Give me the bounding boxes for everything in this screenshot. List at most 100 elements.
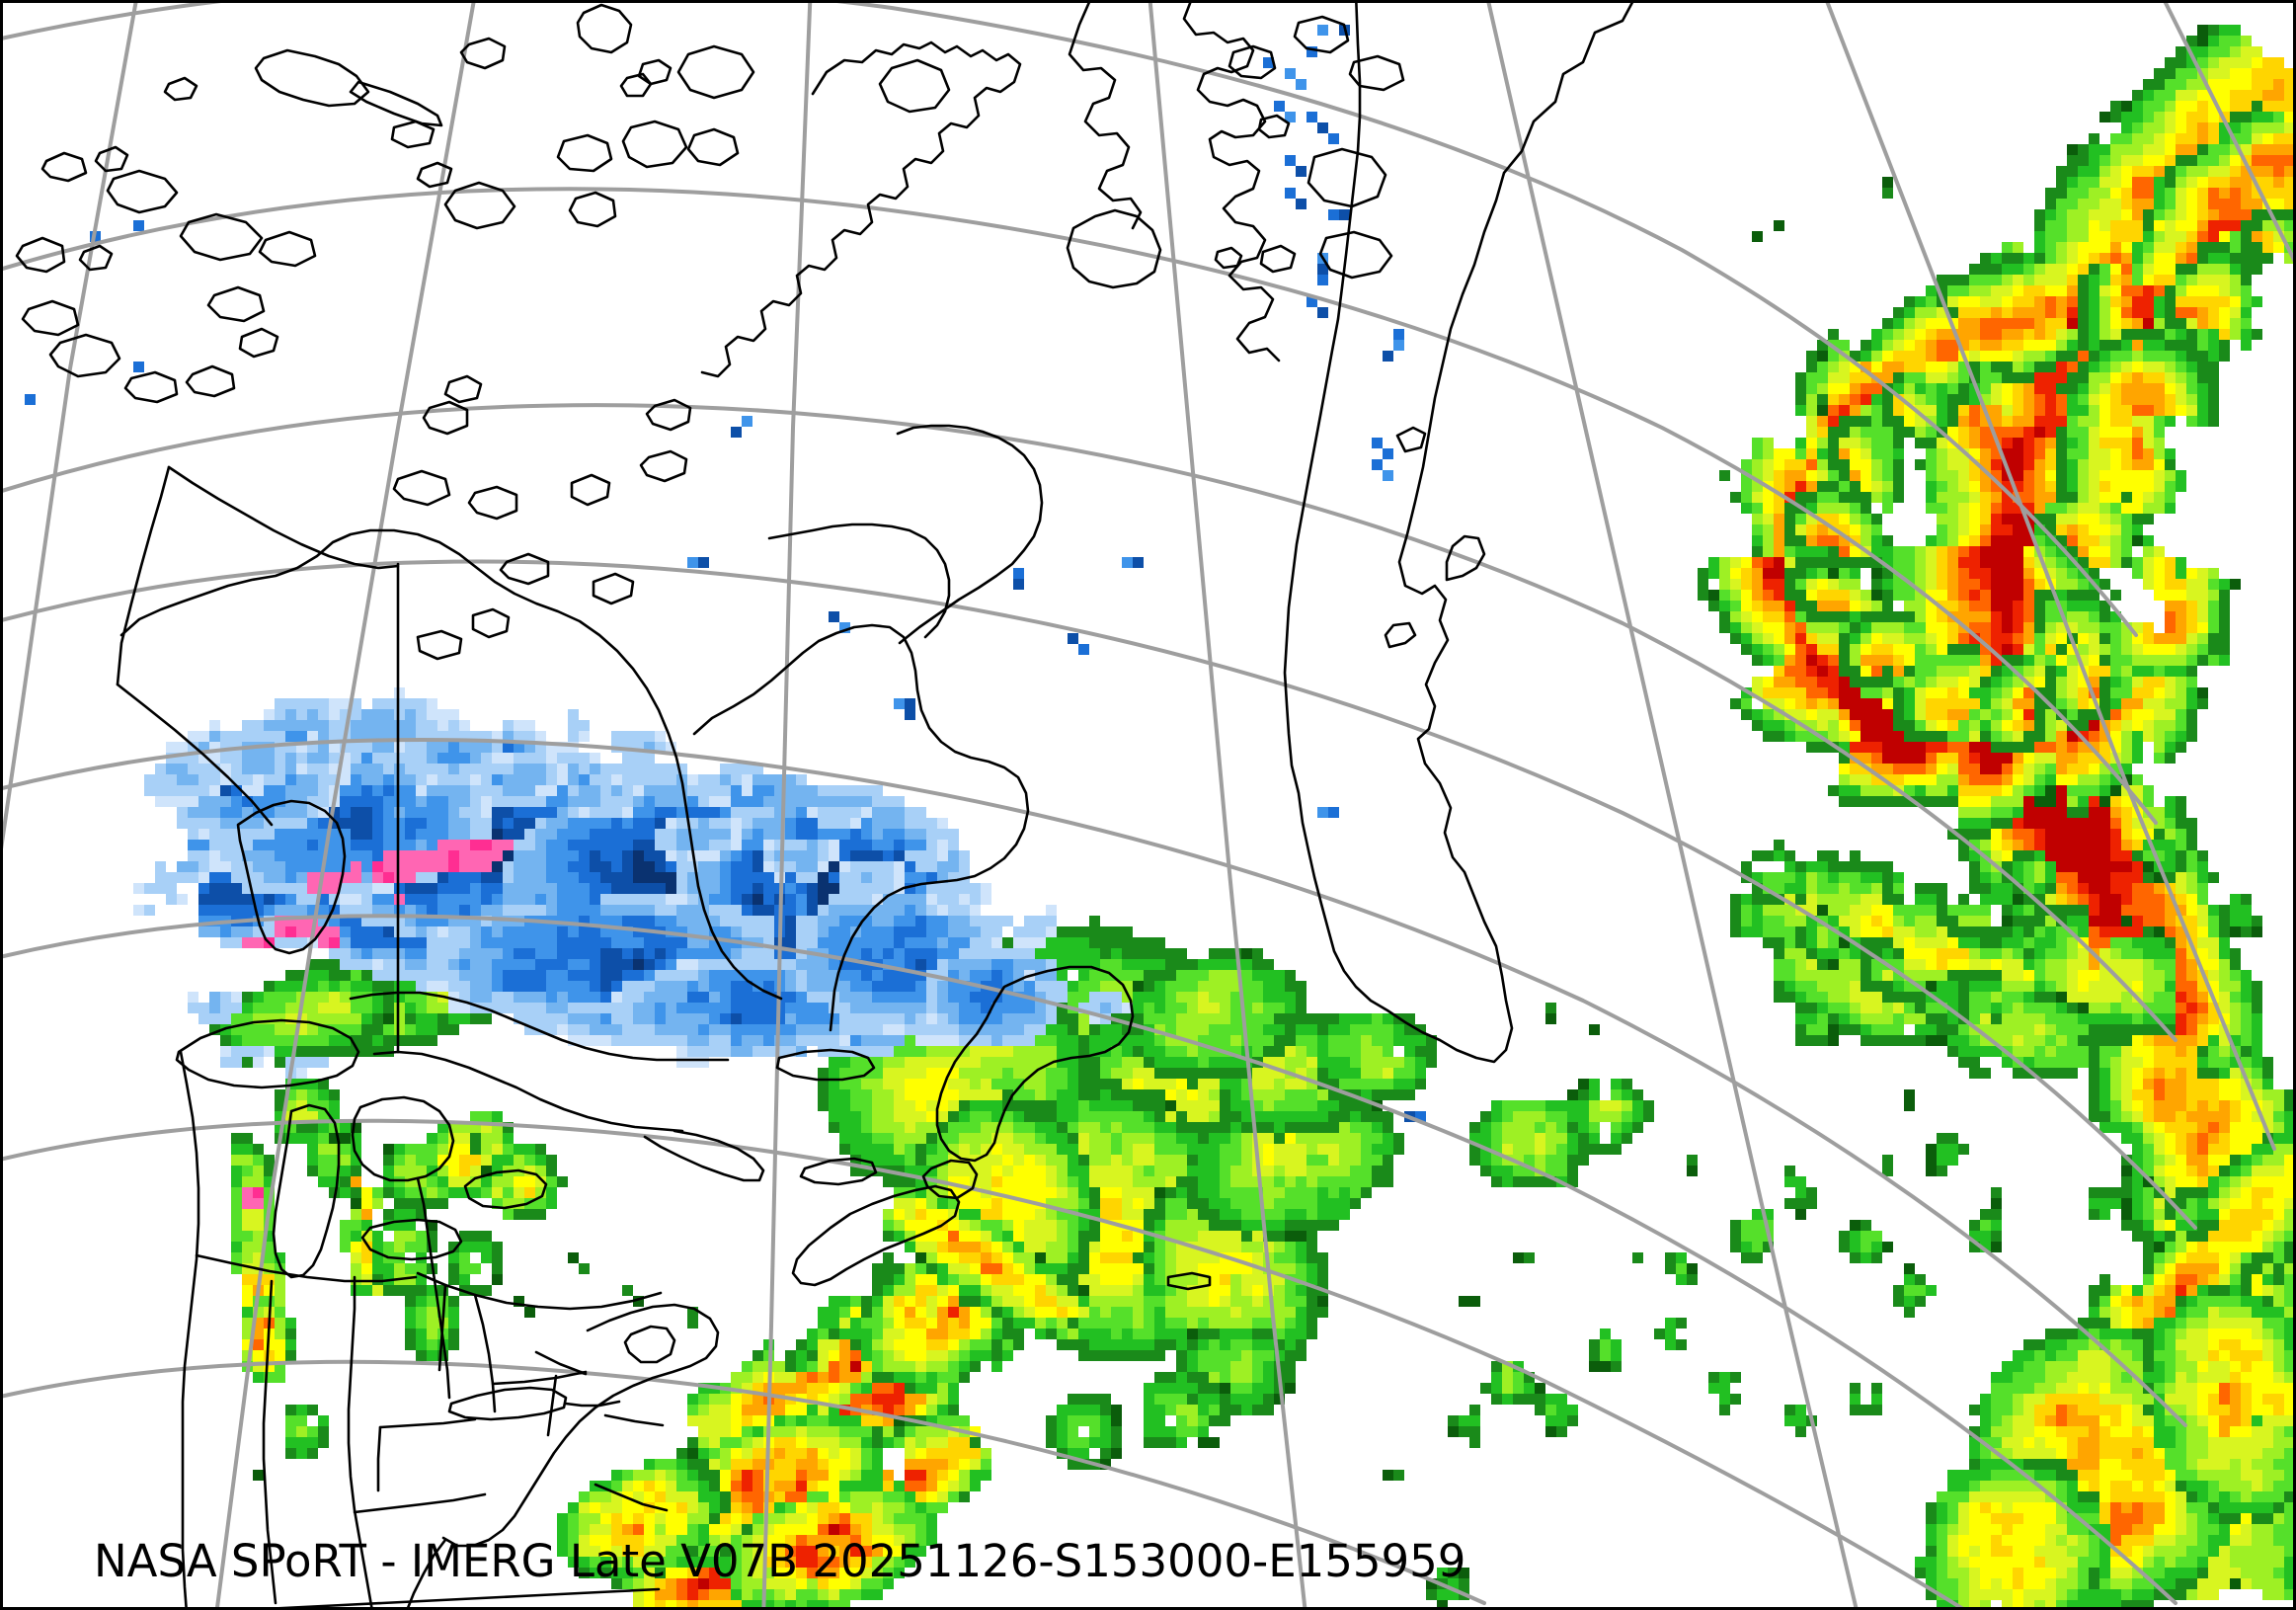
coastline-island-arctic — [1259, 244, 1297, 274]
coastline-devon — [1066, 208, 1162, 289]
coastline-island — [568, 191, 617, 228]
boundary-line — [437, 1283, 447, 1372]
coastline-island — [639, 449, 688, 483]
coastline-island — [206, 285, 266, 323]
coastline-lake-erie — [360, 1218, 463, 1261]
coastline-lake-michigan — [272, 1103, 341, 1279]
coastline-island — [94, 145, 129, 173]
coastline-island — [416, 629, 463, 661]
boundary-line — [376, 1425, 382, 1492]
meridian-line — [2163, 3, 2293, 263]
coastline-island — [185, 364, 236, 398]
coastline-island — [499, 552, 550, 586]
coastline-island — [878, 58, 951, 114]
coastline-island — [471, 607, 511, 639]
meridian-line — [761, 3, 813, 1607]
coastline-island — [645, 398, 692, 432]
coastline-labrador-north — [896, 424, 1044, 645]
coastlines — [15, 3, 1634, 1607]
boundary-line — [353, 1492, 487, 1514]
coastline-island — [467, 485, 518, 521]
boundary-line — [116, 683, 274, 827]
coastline-nova-scotia — [791, 1184, 961, 1287]
coastline-island — [40, 151, 88, 183]
meridian-line — [1148, 3, 1307, 1607]
coastline-sable — [1166, 1271, 1212, 1291]
product-caption: NASA SPoRT - IMERG Late V07B 20251126-S1… — [94, 1535, 1466, 1587]
coastline-island — [686, 127, 740, 167]
parallel-line — [3, 403, 2177, 1042]
coastline-island — [637, 58, 673, 86]
coastline-island — [21, 299, 80, 337]
coastline-island — [443, 374, 483, 404]
parallel-line — [3, 914, 2177, 1605]
boundary-line — [491, 1370, 588, 1386]
parallel-line — [3, 187, 2158, 825]
coastline-gaspe — [643, 1129, 765, 1182]
boundary-line — [347, 1275, 373, 1607]
coastline-island — [416, 161, 453, 189]
coastline-island-arctic — [1348, 54, 1405, 92]
coastline-island — [556, 133, 613, 173]
coastline-island — [48, 333, 121, 378]
coastline-anticosti — [775, 1048, 876, 1082]
coastline-island — [570, 473, 611, 507]
graticule-lines — [3, 3, 2293, 1607]
coastline-us-east — [441, 1303, 720, 1548]
boundary-line — [179, 1050, 200, 1607]
coastline-island — [123, 370, 179, 404]
parallel-line — [3, 3, 2138, 637]
parallel-line — [3, 738, 2187, 1427]
boundary-line — [277, 1587, 661, 1607]
boundary-line — [546, 1374, 558, 1437]
coastline-island — [349, 80, 443, 127]
precipitation-raster — [3, 3, 2293, 1607]
boundary-line — [195, 1253, 418, 1283]
coastline-lake-huron — [351, 1095, 455, 1182]
boundary-line — [534, 1350, 588, 1376]
coastline-greenland — [1283, 3, 1634, 1064]
coastline-island — [163, 76, 198, 102]
boundary-line — [473, 1293, 497, 1413]
coastline-island-arctic — [1257, 114, 1291, 139]
coastline-island — [621, 120, 688, 169]
meridian-line — [1825, 3, 2276, 1151]
coastline-island — [422, 400, 469, 436]
coastline-cape-cod — [623, 1325, 676, 1364]
caption-bar: NASA SPoRT - IMERG Late V07B 20251126-S1… — [94, 1535, 1465, 1587]
boundary-line — [416, 1271, 663, 1311]
parallel-line — [3, 1359, 1486, 1605]
coastline-island — [258, 230, 317, 268]
map-canvas-layer — [3, 3, 2293, 1607]
boundary-line — [378, 1417, 477, 1429]
coastline-island — [592, 572, 635, 605]
coastline-island-arctic — [1318, 230, 1393, 280]
coastline-long-island — [447, 1386, 568, 1421]
coastline-island-arctic — [1293, 15, 1350, 54]
meridian-line — [215, 3, 476, 1607]
coastline-island — [619, 72, 653, 98]
coastline-labrador — [692, 623, 1030, 1032]
parallel-line — [3, 559, 2197, 1230]
coastline-island — [15, 236, 66, 274]
coastline-victoria-island — [576, 3, 633, 54]
coastline-us-coast-south — [406, 1538, 447, 1607]
coastline-island — [676, 44, 755, 100]
coastline-st-lawrence-south — [372, 1050, 684, 1133]
boundary-line — [564, 1400, 621, 1408]
coastline-ungava — [767, 523, 951, 639]
coastline-island — [390, 120, 435, 149]
boundary-line — [116, 465, 171, 686]
coastline-island-arctic — [1306, 147, 1387, 208]
meridian-line — [3, 3, 138, 849]
coastline-greenland-fjord — [1384, 621, 1417, 649]
coastline-axel-heiberg — [1068, 3, 1143, 230]
coastline-cape-breton — [921, 1159, 979, 1200]
coastline-hudson-bay — [119, 528, 783, 1001]
boundary-line — [167, 465, 400, 570]
coastline-island — [78, 244, 114, 272]
coastline-island — [459, 37, 507, 70]
coastline-lake-ontario — [463, 1168, 548, 1210]
coastline-island — [179, 212, 264, 262]
